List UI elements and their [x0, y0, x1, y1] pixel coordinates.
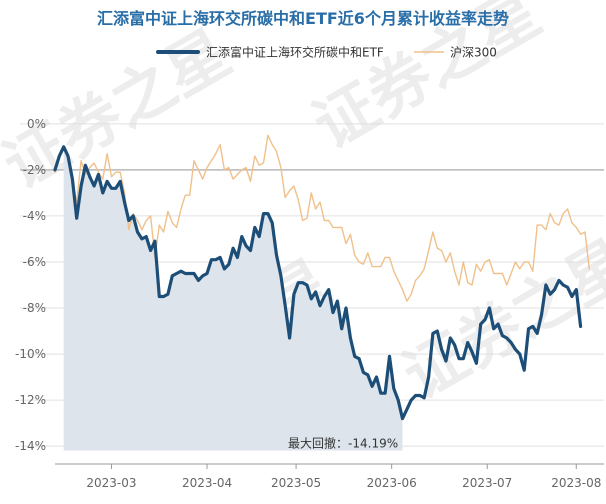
- x-tick-label: 2023-03: [86, 476, 136, 490]
- y-tick-label: -10%: [15, 347, 46, 361]
- watermark-text: 证券之星: [391, 226, 606, 413]
- drawdown-area: [63, 146, 403, 451]
- x-tick-label: 2023-07: [462, 476, 512, 490]
- legend-label-hs300: 沪深300: [450, 46, 497, 60]
- x-tick-label: 2023-04: [182, 476, 232, 490]
- y-axis-ticks: 0% -2% -4% -6% -8% -10% -12% -14%: [15, 117, 46, 453]
- y-tick-label: -14%: [15, 439, 46, 453]
- y-tick-label: -6%: [23, 255, 46, 269]
- series-line-hs300: [54, 134, 590, 302]
- y-tick-label: 0%: [27, 117, 46, 131]
- y-tick-label: -2%: [23, 163, 46, 177]
- legend: 汇添富中证上海环交所碳中和ETF 沪深300: [156, 45, 497, 60]
- drawdown-fill: [63, 146, 403, 451]
- x-tick-label: 2023-06: [367, 476, 417, 490]
- x-tick-label: 2023-05: [271, 476, 321, 490]
- legend-label-etf: 汇添富中证上海环交所碳中和ETF: [206, 45, 384, 60]
- series-line-etf: [53, 145, 583, 421]
- x-axis-ticks: 2023-03 2023-04 2023-05 2023-06 2023-07 2023-…: [55, 463, 604, 490]
- y-tick-label: -8%: [23, 301, 46, 315]
- x-tick-label: 2023-08: [551, 476, 601, 490]
- series-lines: [53, 134, 590, 421]
- chart-title: 汇添富中证上海环交所碳中和ETF近6个月累计收益率走势: [97, 9, 509, 28]
- max-drawdown-label: 最大回撤：-14.19%: [288, 436, 398, 451]
- y-tick-label: -4%: [23, 209, 46, 223]
- y-tick-label: -12%: [15, 393, 46, 407]
